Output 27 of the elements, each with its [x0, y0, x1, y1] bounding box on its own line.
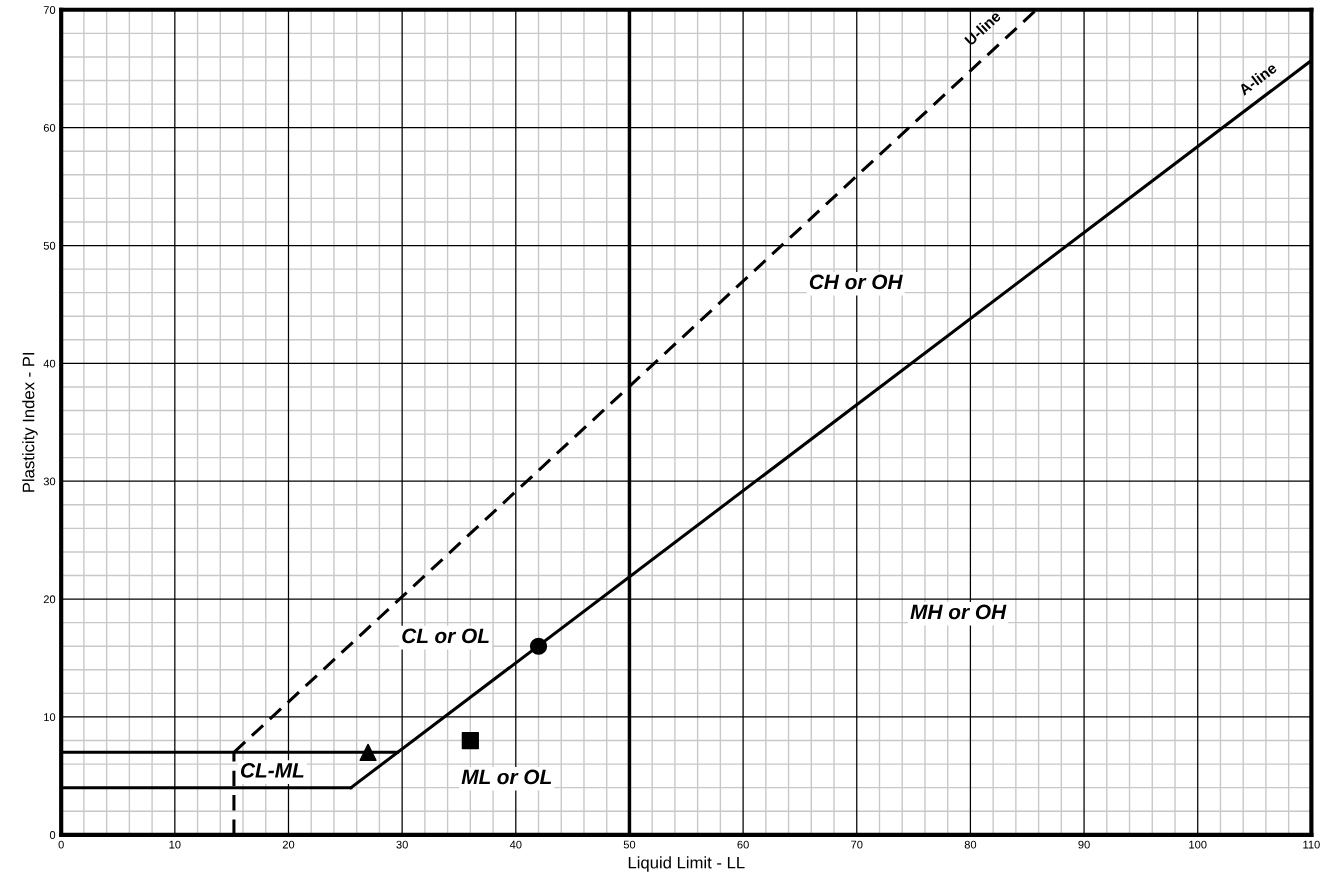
x-tick-label: 50 [623, 840, 636, 849]
x-tick-label: 60 [737, 840, 749, 849]
x-axis-title: Liquid Limit - LL [628, 856, 745, 872]
y-tick-label: 70 [43, 6, 56, 14]
x-tick-label: 20 [282, 840, 295, 849]
y-tick-label: 50 [43, 241, 56, 250]
y-tick-label: 0 [49, 831, 56, 839]
x-tick-label: 0 [58, 840, 64, 849]
y-tick-label: 30 [43, 477, 56, 486]
x-tick-label: 10 [169, 840, 181, 849]
y-tick-label: 60 [43, 123, 56, 132]
annotation: CL-ML [240, 762, 304, 778]
y-tick-label: 40 [43, 359, 56, 368]
x-tick-label: 90 [1078, 840, 1090, 849]
y-tick-label: 20 [43, 595, 56, 604]
y-tick-label: 10 [44, 713, 56, 722]
annotation: ML or OL [461, 769, 552, 785]
x-tick-label: 40 [509, 840, 522, 849]
annotation: MH or OH [910, 604, 1007, 620]
x-tick-label: 110 [1303, 840, 1320, 849]
x-tick-label: 30 [396, 840, 408, 849]
x-tick-label: 70 [851, 840, 863, 849]
x-tick-label: 100 [1189, 840, 1207, 849]
annotation: CL or OL [402, 628, 489, 644]
annotation: CH or OH [809, 274, 903, 290]
x-tick-label: 80 [964, 840, 977, 849]
y-axis-title: Plasticity Index - PI [22, 352, 38, 492]
